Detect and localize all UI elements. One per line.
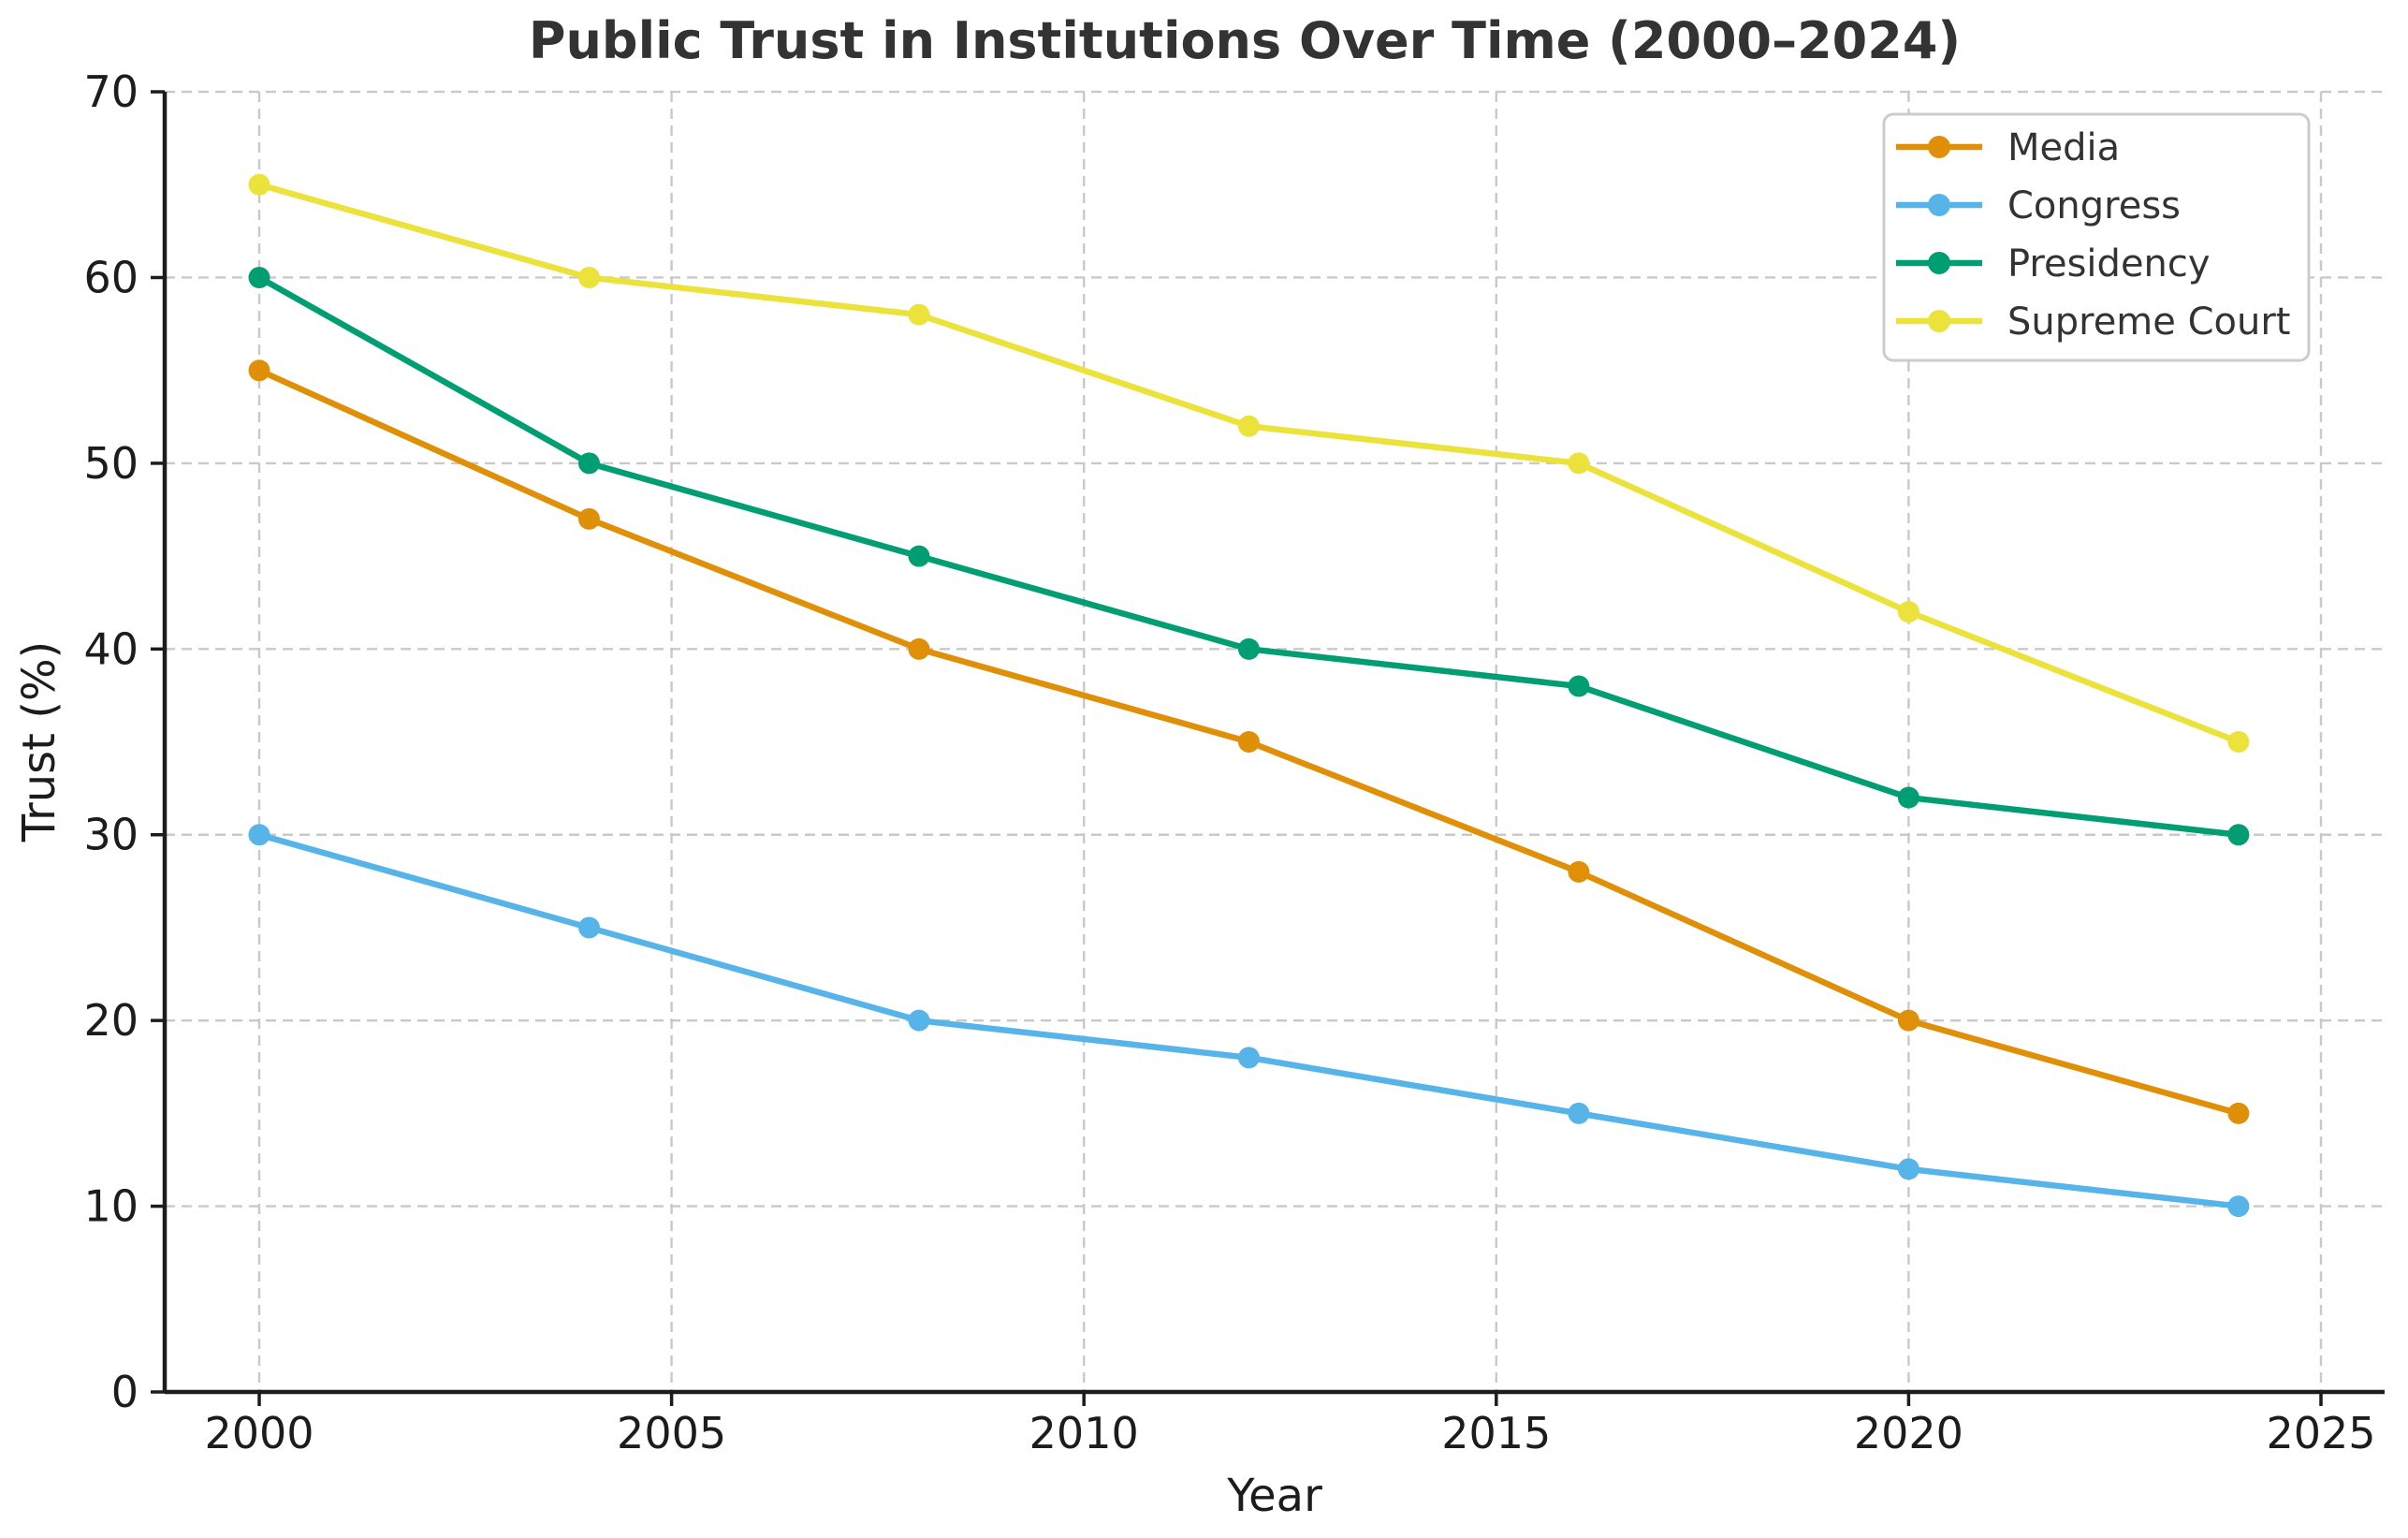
marker-congress-2000 [248,824,270,846]
marker-media-2012 [1237,731,1260,754]
marker-congress-2024 [2227,1195,2250,1218]
marker-media-2000 [248,359,270,382]
x-tick-label-2020: 2020 [1854,1408,1963,1458]
marker-supreme-court-2024 [2227,731,2250,754]
marker-supreme-court-2000 [248,173,270,196]
y-tick-label-20: 20 [83,995,139,1046]
x-tick-label-2015: 2015 [1441,1408,1551,1458]
legend-label-supreme-court: Supreme Court [2007,300,2290,344]
x-tick-label-2005: 2005 [617,1408,726,1458]
y-tick-label-30: 30 [83,810,139,860]
marker-supreme-court-2004 [577,266,600,288]
y-tick-label-60: 60 [83,252,139,302]
marker-media-2004 [577,507,600,530]
axes-and-ticks [151,90,2385,1406]
marker-presidency-2004 [577,452,600,475]
marker-congress-2020 [1897,1158,1919,1180]
marker-presidency-2020 [1897,786,1919,809]
marker-congress-2016 [1568,1102,1590,1124]
marker-supreme-court-2012 [1237,415,1260,437]
legend-marker-presidency [1928,252,1950,274]
y-axis-title: Trust (%) [13,641,66,843]
y-tick-label-70: 70 [83,66,139,117]
x-tick-label-2010: 2010 [1029,1408,1139,1458]
marker-presidency-2024 [2227,824,2250,846]
legend-box [1882,112,2311,362]
marker-media-2008 [908,637,930,660]
marker-congress-2012 [1237,1047,1260,1069]
legend-item-congress: Congress [1896,184,2181,227]
marker-presidency-2008 [908,545,930,567]
legend-item-supreme-court: Supreme Court [1896,300,2290,344]
legend-label-presidency: Presidency [2007,242,2211,286]
marker-media-2016 [1568,860,1590,883]
y-tick-label-50: 50 [83,438,139,489]
y-tick-label-40: 40 [83,623,139,674]
chart-title: Public Trust in Institutions Over Time (… [529,11,1961,70]
legend-marker-congress [1928,194,1950,216]
legend-item-presidency: Presidency [1896,242,2211,286]
marker-media-2020 [1897,1009,1919,1032]
x-tick-label-2000: 2000 [204,1408,314,1458]
marker-presidency-2012 [1237,637,1260,660]
marker-congress-2004 [577,916,600,939]
data-series [248,173,2250,1218]
legend-marker-media [1928,136,1950,158]
y-tick-label-10: 10 [83,1181,139,1232]
legend-item-media: Media [1896,126,2120,169]
x-tick-label-2025: 2025 [2266,1408,2375,1458]
marker-congress-2008 [908,1009,930,1032]
marker-presidency-2000 [248,266,270,288]
marker-supreme-court-2020 [1897,601,1919,623]
marker-supreme-court-2008 [908,303,930,326]
x-axis-title: Year [1226,1470,1322,1522]
y-tick-label-0: 0 [111,1367,139,1417]
marker-media-2024 [2227,1102,2250,1124]
tick-labels: 0 10 20 30 40 50 60 70 2000 2005 2010 2015 2020 2025 [83,66,2375,1458]
marker-presidency-2016 [1568,675,1590,697]
legend-label-congress: Congress [2007,184,2181,227]
legend: Media Congress Presidency Supreme Court [1882,112,2311,362]
marker-supreme-court-2016 [1568,452,1590,475]
legend-label-media: Media [2007,126,2120,169]
legend-marker-supreme-court [1928,310,1950,332]
